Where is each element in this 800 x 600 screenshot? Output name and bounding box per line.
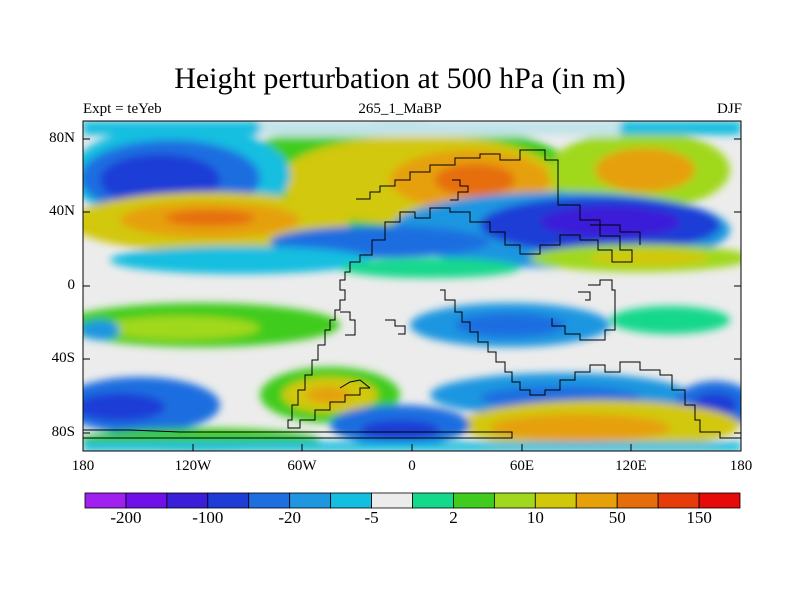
colorbar-swatch (616, 492, 659, 509)
continent-outlines (83, 149, 741, 439)
colorbar-label: -100 (192, 508, 224, 527)
x-tick-label-120e: 120E (615, 458, 647, 474)
y-tick-label-80s: 80S (51, 424, 75, 440)
season-label: DJF (716, 101, 742, 117)
colorbar-label: 150 (686, 508, 712, 527)
contour-field (83, 121, 741, 451)
colorbar-swatch (575, 492, 618, 509)
y-tick-label-80n: 80N (49, 130, 75, 146)
colorbar-label: -5 (364, 508, 379, 527)
x-tick-label-60e: 60E (509, 458, 535, 474)
colorbar-swatch (289, 492, 332, 509)
colorbar-swatch (207, 492, 250, 509)
colorbar-label: 50 (608, 508, 626, 527)
colorbar-label: 10 (526, 508, 544, 527)
colorbar-swatch (453, 492, 495, 509)
plot-title: Height perturbation at 500 hPa (in m) (174, 62, 626, 95)
colorbar-swatch (534, 492, 577, 509)
colorbar-label: 2 (449, 508, 458, 527)
x-tick-label-180e: 180 (729, 458, 753, 474)
x-tick-marks (82, 444, 742, 451)
y-tick-label-40n: 40N (49, 203, 75, 219)
x-tick-label-180w: 180 (71, 458, 95, 474)
colorbar-label: -200 (110, 508, 142, 527)
colorbar (84, 492, 741, 509)
y-tick-marks (83, 138, 741, 434)
colorbar-swatch (248, 492, 291, 509)
x-tick-label-60w: 60W (287, 458, 317, 474)
period-label: 265_1_MaBP (358, 101, 442, 117)
colorbar-swatch (371, 492, 413, 509)
colorbar-swatch (84, 492, 127, 509)
colorbar-swatch (330, 492, 372, 509)
y-tick-label-0: 0 (67, 277, 76, 293)
y-tick-label-40s: 40S (51, 350, 75, 366)
colorbar-swatch (493, 492, 536, 509)
colorbar-swatch (125, 492, 168, 509)
experiment-label: Expt = teYeb (83, 101, 162, 117)
x-tick-label-120w: 120W (174, 458, 212, 474)
colorbar-swatch (698, 492, 741, 509)
x-tick-label-0: 0 (408, 458, 416, 474)
colorbar-label: -20 (278, 508, 302, 527)
colorbar-swatch (166, 492, 209, 509)
colorbar-swatch (412, 492, 454, 509)
colorbar-swatch (657, 492, 700, 509)
